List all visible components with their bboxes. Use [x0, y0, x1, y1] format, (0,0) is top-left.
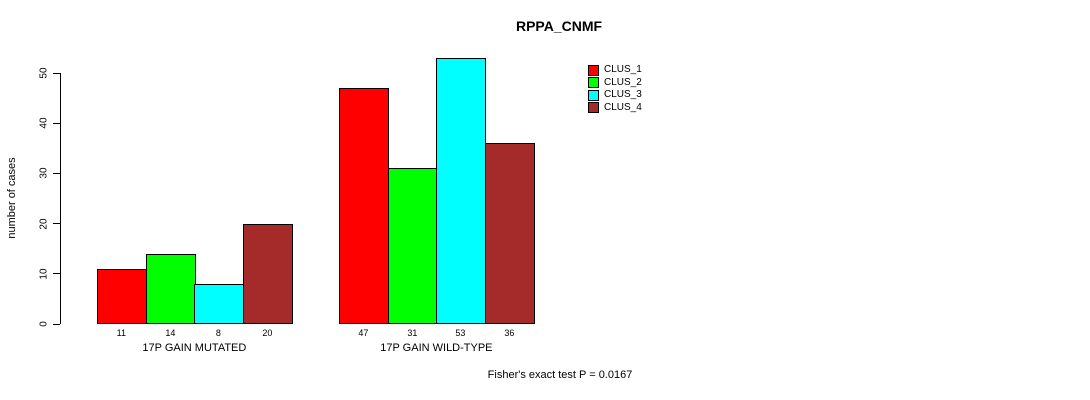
bar-value-label: 8 — [215, 328, 221, 338]
y-axis-tick-label: 50 — [38, 67, 50, 79]
bar-value-label: 11 — [116, 328, 127, 338]
y-axis-label: number of cases — [6, 157, 18, 239]
y-axis-tick-label: 30 — [38, 167, 50, 179]
group-label: 17P GAIN WILD-TYPE — [380, 342, 493, 354]
legend-item: CLUS_2 — [588, 77, 642, 90]
bar-value-label: 47 — [358, 328, 369, 338]
y-axis-tick-label: 0 — [38, 321, 50, 327]
legend-swatch-icon — [588, 89, 599, 101]
y-axis-tick — [53, 323, 60, 325]
bar-value-label: 14 — [165, 328, 176, 338]
legend-item: CLUS_3 — [588, 89, 642, 102]
legend: CLUS_1 CLUS_2 CLUS_3 CLUS_4 — [588, 64, 642, 114]
legend-label: CLUS_4 — [604, 101, 642, 113]
bar-clus_1-group2 — [339, 88, 389, 324]
legend-swatch-icon — [588, 64, 599, 76]
bar-clus_1-group1 — [97, 269, 147, 324]
stat-annotation: Fisher's exact test P = 0.0167 — [487, 369, 633, 381]
chart-title: RPPA_CNMF — [515, 18, 603, 34]
legend-swatch-icon — [588, 77, 599, 89]
legend-label: CLUS_1 — [604, 64, 642, 76]
y-axis-tick — [53, 72, 60, 74]
bar-value-label: 31 — [407, 328, 418, 338]
bar-clus_4-group2 — [485, 143, 535, 324]
y-axis-tick — [53, 122, 60, 124]
legend-label: CLUS_3 — [604, 89, 642, 101]
y-axis-tick — [53, 273, 60, 275]
bar-clus_2-group2 — [388, 168, 438, 324]
bar-value-label: 53 — [455, 328, 466, 338]
bar-clus_2-group1 — [146, 254, 196, 324]
legend-item: CLUS_1 — [588, 64, 642, 77]
y-axis-tick — [53, 172, 60, 174]
y-axis-tick-label: 10 — [38, 268, 50, 280]
bar-clus_4-group1 — [243, 224, 293, 324]
bar-clus_3-group1 — [194, 284, 244, 324]
y-axis-line — [60, 73, 61, 324]
legend-swatch-icon — [588, 102, 599, 114]
group-label: 17P GAIN MUTATED — [142, 342, 247, 354]
y-axis-tick — [53, 223, 60, 225]
bar-value-label: 20 — [262, 328, 273, 338]
legend-label: CLUS_2 — [604, 76, 642, 88]
legend-item: CLUS_4 — [588, 102, 642, 115]
bar-value-label: 36 — [504, 328, 515, 338]
bar-clus_3-group2 — [436, 58, 486, 324]
y-axis-tick-label: 20 — [38, 218, 50, 230]
y-axis-tick-label: 40 — [38, 117, 50, 129]
